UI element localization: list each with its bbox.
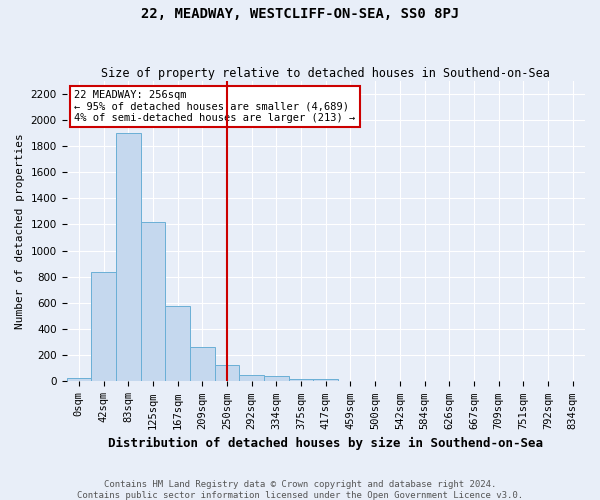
Text: Contains HM Land Registry data © Crown copyright and database right 2024.
Contai: Contains HM Land Registry data © Crown c… bbox=[77, 480, 523, 500]
Title: Size of property relative to detached houses in Southend-on-Sea: Size of property relative to detached ho… bbox=[101, 66, 550, 80]
Text: 22 MEADWAY: 256sqm
← 95% of detached houses are smaller (4,689)
4% of semi-detac: 22 MEADWAY: 256sqm ← 95% of detached hou… bbox=[74, 90, 356, 123]
Bar bbox=[67, 378, 91, 382]
Bar bbox=[313, 380, 338, 382]
Bar bbox=[289, 379, 313, 382]
Bar bbox=[215, 365, 239, 382]
Bar bbox=[190, 348, 215, 382]
Bar bbox=[165, 306, 190, 382]
Bar bbox=[239, 375, 264, 382]
X-axis label: Distribution of detached houses by size in Southend-on-Sea: Distribution of detached houses by size … bbox=[108, 437, 543, 450]
Bar bbox=[116, 133, 140, 382]
Bar bbox=[140, 222, 165, 382]
Bar bbox=[264, 376, 289, 382]
Bar bbox=[91, 272, 116, 382]
Y-axis label: Number of detached properties: Number of detached properties bbox=[15, 133, 25, 329]
Text: 22, MEADWAY, WESTCLIFF-ON-SEA, SS0 8PJ: 22, MEADWAY, WESTCLIFF-ON-SEA, SS0 8PJ bbox=[141, 8, 459, 22]
